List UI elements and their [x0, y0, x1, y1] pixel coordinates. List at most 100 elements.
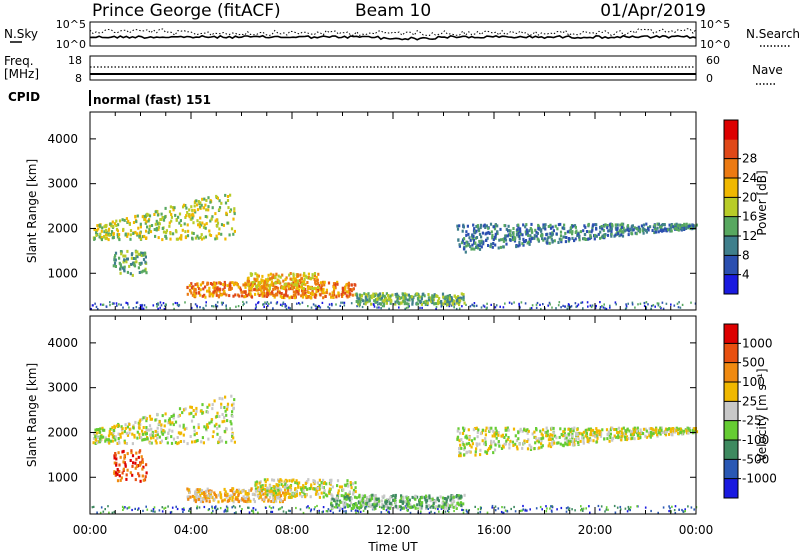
velocity-cell [644, 506, 647, 509]
power-cell [132, 257, 135, 260]
velocity-cell [117, 451, 120, 455]
power-cell [317, 272, 320, 276]
velocity-cell [437, 507, 439, 511]
power-cell [271, 290, 274, 294]
power-cell [233, 229, 236, 233]
power-cell [342, 292, 345, 296]
velocity-cell [462, 502, 465, 506]
power-cell [281, 304, 284, 307]
power-cell [144, 255, 147, 259]
power-cell [201, 294, 204, 298]
power-cell [293, 296, 296, 300]
power-cell [533, 236, 536, 240]
power-cell [627, 302, 629, 305]
velocity-y-tick-label: 1000 [47, 470, 78, 484]
velocity-cell [304, 485, 307, 489]
power-cell [247, 282, 250, 286]
power-cell [582, 229, 585, 233]
power-cell [149, 230, 153, 234]
velocity-cell [405, 497, 409, 501]
velocity-cell [182, 507, 185, 510]
power-cell [505, 242, 508, 246]
velocity-cell [276, 484, 279, 488]
power-cell [499, 227, 502, 231]
power-cell [595, 223, 598, 227]
power-cell [515, 245, 518, 249]
velocity-cell [423, 496, 426, 500]
velocity-cell [452, 495, 455, 499]
velocity-cell [529, 508, 531, 511]
power-cell [622, 227, 625, 230]
velocity-cell [625, 435, 629, 439]
velocity-cell [366, 498, 369, 502]
power-cell [394, 302, 397, 306]
power-cell [211, 215, 214, 219]
power-cell [272, 282, 275, 286]
power-cell [599, 307, 601, 311]
velocity-cell [468, 450, 471, 454]
velocity-cell [135, 457, 138, 461]
velocity-cell [468, 443, 472, 447]
velocity-cell [679, 430, 682, 434]
velocity-cell [526, 431, 529, 435]
power-cell [105, 223, 108, 227]
velocity-cell [111, 439, 114, 443]
velocity-cell [223, 406, 226, 409]
power-cell [370, 294, 373, 298]
velocity-cell [416, 495, 419, 499]
power-cell [549, 226, 553, 230]
power-cell [205, 208, 208, 212]
velocity-cell [522, 441, 525, 445]
power-cell [399, 301, 402, 305]
velocity-cell [283, 485, 286, 489]
velocity-cell [296, 481, 299, 485]
velocity-cell [108, 432, 111, 436]
power-cell [549, 232, 552, 236]
velocity-cell [212, 510, 214, 513]
velocity-cell [277, 494, 280, 498]
velocity-cell [607, 430, 610, 434]
velocity-cell [141, 467, 144, 471]
power-cell [499, 245, 502, 249]
velocity-cell [99, 511, 102, 514]
power-cell [654, 228, 658, 232]
power-cell [302, 287, 305, 290]
power-cell [165, 231, 168, 234]
velocity-cell [428, 504, 431, 508]
power-cell [280, 295, 284, 299]
power-cell [604, 233, 607, 236]
power-cell [200, 223, 203, 227]
velocity-cell [214, 494, 218, 498]
power-cell [111, 220, 114, 224]
power-cell [305, 296, 308, 300]
velocity-cell [178, 407, 182, 411]
velocity-cell [229, 420, 232, 424]
power-cell [125, 301, 127, 304]
velocity-cell [163, 424, 166, 428]
power-cell [571, 230, 574, 234]
power-cell [529, 234, 532, 238]
power-cell [164, 215, 167, 219]
velocity-cell [409, 505, 412, 509]
velocity-cell [137, 464, 140, 467]
power-cell [223, 286, 226, 289]
velocity-cell [206, 410, 209, 414]
velocity-cell [687, 505, 689, 508]
velocity-cell [595, 434, 598, 438]
power-cell [364, 302, 367, 306]
power-cell [615, 303, 617, 306]
velocity-cell [169, 422, 172, 426]
velocity-cell [307, 505, 309, 508]
power-cell [302, 292, 305, 296]
velocity-cell [301, 490, 304, 494]
power-cell [538, 227, 541, 231]
power-cell [162, 218, 166, 222]
power-cell [182, 203, 186, 207]
power-cell [237, 285, 240, 289]
power-cell [548, 241, 551, 245]
velocity-cell [377, 502, 381, 506]
velocity-cell [205, 499, 208, 503]
power-cell [506, 234, 509, 238]
power-cell [273, 295, 276, 299]
velocity-cell [327, 508, 330, 511]
